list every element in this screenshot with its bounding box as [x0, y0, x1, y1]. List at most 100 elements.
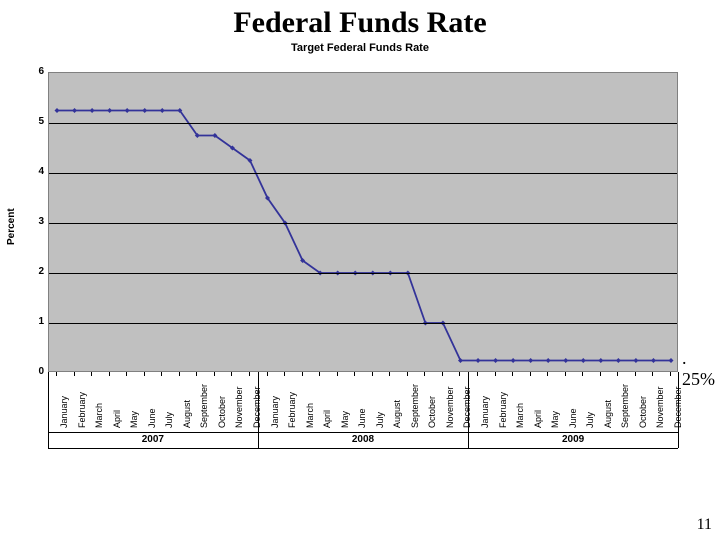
x-tick: [424, 372, 425, 376]
x-month-label: November: [234, 386, 244, 428]
series-marker: [528, 358, 533, 363]
x-month-label: November: [445, 386, 455, 428]
x-tick: [442, 372, 443, 376]
series-marker: [598, 358, 603, 363]
y-tick-label: 0: [30, 366, 44, 377]
x-month-label: September: [199, 384, 209, 428]
series-marker: [493, 358, 498, 363]
x-month-label: April: [112, 410, 122, 428]
y-tick-label: 2: [30, 266, 44, 277]
gridline: [49, 173, 677, 174]
callout-label: . 25%: [682, 348, 720, 390]
x-month-label: June: [568, 408, 578, 428]
x-month-label: March: [305, 403, 315, 428]
x-year-label: 2009: [553, 434, 593, 445]
x-month-label: August: [182, 400, 192, 428]
x-month-label: July: [585, 412, 595, 428]
x-tick: [267, 372, 268, 376]
series-marker: [563, 358, 568, 363]
x-tick: [231, 372, 232, 376]
x-month-label: February: [498, 392, 508, 428]
x-tick: [372, 372, 373, 376]
gridline: [49, 123, 677, 124]
series-marker: [581, 358, 586, 363]
year-separator: [48, 372, 49, 448]
x-month-label: May: [340, 411, 350, 428]
series-marker: [476, 358, 481, 363]
x-tick: [565, 372, 566, 376]
x-tick: [407, 372, 408, 376]
x-month-label: February: [287, 392, 297, 428]
y-tick-label: 5: [30, 116, 44, 127]
x-month-label: January: [59, 396, 69, 428]
x-tick: [109, 372, 110, 376]
y-tick-label: 1: [30, 316, 44, 327]
chart-subtitle: Target Federal Funds Rate: [0, 42, 720, 54]
y-tick-label: 3: [30, 216, 44, 227]
x-month-label: May: [129, 411, 139, 428]
year-separator: [468, 372, 469, 448]
series-marker: [669, 358, 674, 363]
x-tick: [652, 372, 653, 376]
x-month-label: July: [164, 412, 174, 428]
x-month-label: June: [357, 408, 367, 428]
x-year-label: 2007: [133, 434, 173, 445]
series-marker: [651, 358, 656, 363]
series-marker: [616, 358, 621, 363]
plot-area: [48, 72, 678, 372]
x-tick: [126, 372, 127, 376]
y-tick-label: 4: [30, 166, 44, 177]
x-month-label: October: [427, 396, 437, 428]
gridline: [49, 223, 677, 224]
series-marker: [633, 358, 638, 363]
main-title: Federal Funds Rate: [0, 6, 720, 40]
x-month-label: January: [270, 396, 280, 428]
x-tick: [284, 372, 285, 376]
x-axis-subline: [48, 432, 678, 433]
x-month-label: April: [322, 410, 332, 428]
x-tick: [354, 372, 355, 376]
series-marker: [90, 108, 95, 113]
x-tick: [249, 372, 250, 376]
series-marker: [511, 358, 516, 363]
series-marker: [125, 108, 130, 113]
x-tick: [477, 372, 478, 376]
x-month-label: February: [77, 392, 87, 428]
page-number: 11: [697, 516, 712, 534]
x-tick: [56, 372, 57, 376]
x-month-label: August: [603, 400, 613, 428]
x-month-label: June: [147, 408, 157, 428]
x-month-label: October: [638, 396, 648, 428]
x-year-label: 2008: [343, 434, 383, 445]
x-tick: [530, 372, 531, 376]
x-month-label: November: [655, 386, 665, 428]
series-marker: [142, 108, 147, 113]
series-marker: [546, 358, 551, 363]
x-axis-bottomline: [48, 448, 678, 449]
year-separator: [258, 372, 259, 448]
x-tick: [600, 372, 601, 376]
series-marker: [160, 108, 165, 113]
x-tick: [161, 372, 162, 376]
x-tick: [179, 372, 180, 376]
series-marker: [55, 108, 60, 113]
x-tick: [547, 372, 548, 376]
x-month-label: July: [375, 412, 385, 428]
x-month-label: May: [550, 411, 560, 428]
series-marker: [107, 108, 112, 113]
x-month-label: September: [620, 384, 630, 428]
x-month-label: March: [94, 403, 104, 428]
x-month-label: September: [410, 384, 420, 428]
x-month-label: January: [480, 396, 490, 428]
x-tick: [214, 372, 215, 376]
x-tick: [74, 372, 75, 376]
x-tick: [670, 372, 671, 376]
x-month-label: August: [392, 400, 402, 428]
x-tick: [196, 372, 197, 376]
x-tick: [582, 372, 583, 376]
gridline: [49, 323, 677, 324]
gridline: [49, 273, 677, 274]
x-tick: [635, 372, 636, 376]
y-tick-label: 6: [30, 66, 44, 77]
chart-area: 0123456JanuaryFebruaryMarchAprilMayJuneJ…: [48, 72, 678, 452]
